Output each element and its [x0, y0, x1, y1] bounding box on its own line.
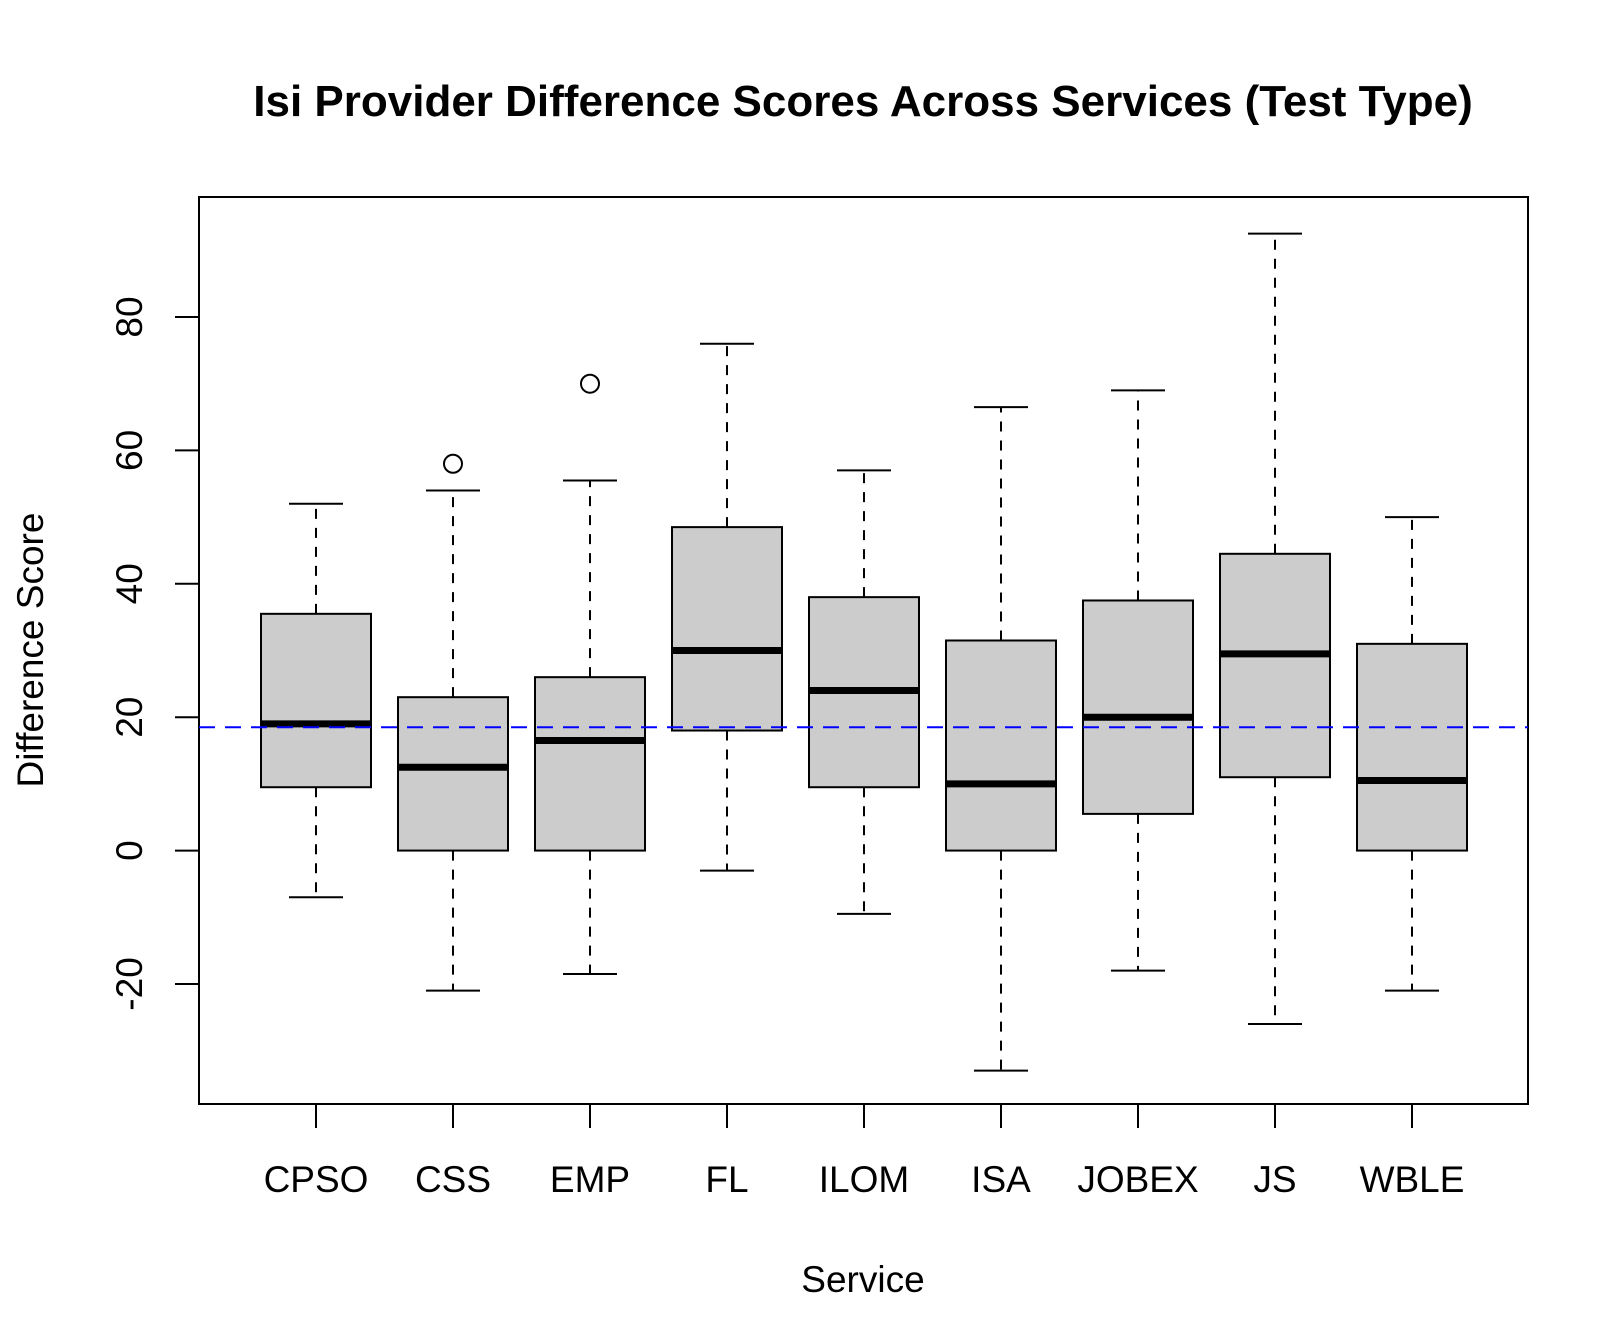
box-iqr	[260, 612, 372, 789]
x-tick-label: CPSO	[264, 1159, 369, 1200]
box-js	[1219, 232, 1331, 1025]
y-tick-label: 80	[109, 296, 150, 337]
x-tick-label: JOBEX	[1077, 1159, 1198, 1200]
boxes-layer	[260, 232, 1468, 1072]
y-tick-label: 40	[109, 563, 150, 604]
x-tick-label: FL	[705, 1159, 748, 1200]
box-isa	[945, 406, 1057, 1072]
box-iqr	[671, 526, 783, 732]
box-iqr	[1219, 552, 1331, 779]
box-iqr	[1082, 599, 1194, 815]
box-wble	[1356, 516, 1468, 992]
outlier-point	[580, 373, 600, 394]
x-axis: CPSO CSS EMP FL ILOM ISA JOBEX JS WBLE	[264, 1104, 1465, 1200]
box-ilom	[808, 469, 920, 915]
box-fl	[671, 342, 783, 872]
y-axis: -20 0 20 40 60 80	[109, 296, 200, 1011]
outlier-point	[443, 453, 463, 474]
box-css	[397, 453, 509, 992]
box-emp	[534, 373, 646, 975]
y-tick-label: 20	[109, 697, 150, 738]
chart-title: Isi Provider Difference Scores Across Se…	[253, 77, 1473, 126]
x-tick-label: EMP	[550, 1159, 630, 1200]
box-cpso	[260, 502, 372, 899]
x-tick-label: ILOM	[819, 1159, 909, 1200]
box-iqr	[945, 639, 1057, 852]
box-iqr	[1356, 642, 1468, 852]
y-tick-label: -20	[109, 957, 150, 1010]
x-tick-label: WBLE	[1360, 1159, 1465, 1200]
box-iqr	[397, 696, 509, 852]
x-tick-label: ISA	[971, 1159, 1031, 1200]
x-tick-label: CSS	[415, 1159, 491, 1200]
box-iqr	[534, 676, 646, 852]
box-jobex	[1082, 389, 1194, 972]
y-tick-label: 60	[109, 430, 150, 471]
y-axis-title: Difference Score	[10, 513, 51, 788]
y-tick-label: 0	[109, 840, 150, 861]
x-axis-title: Service	[801, 1259, 924, 1300]
x-tick-label: JS	[1253, 1159, 1296, 1200]
